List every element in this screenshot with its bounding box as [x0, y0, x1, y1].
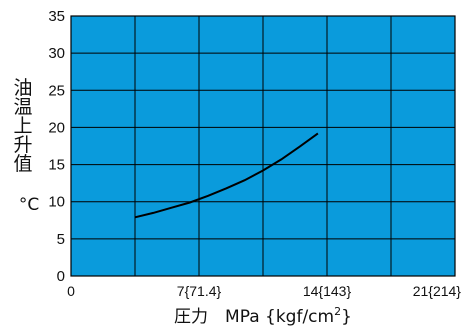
y-axis-label-char: 升 [13, 134, 32, 156]
x-tick-label: 14{143} [303, 283, 352, 299]
y-tick-label: 30 [48, 45, 65, 62]
x-axis-label-main: 圧力 MPa {kgf/cm [174, 307, 334, 327]
x-tick-label: 7{71.4} [177, 283, 222, 299]
y-tick-label: 10 [48, 194, 65, 211]
y-axis-label-char: 上 [13, 115, 32, 137]
y-tick-label: 20 [48, 119, 65, 136]
y-axis-label-char: 温 [13, 96, 32, 118]
y-tick-label: 15 [48, 157, 65, 174]
y-tick-label: 5 [57, 231, 65, 248]
x-tick-label: 21{214} [413, 283, 462, 299]
y-tick-label: 0 [57, 268, 65, 285]
y-axis-label-char: 油 [13, 77, 32, 99]
y-tick-label: 35 [48, 8, 65, 25]
y-axis-unit: °C [19, 195, 39, 215]
x-axis-label-tail: } [341, 307, 352, 327]
x-tick-labels: 0 7{71.4} 14{143} 21{214} [67, 283, 461, 299]
series-line [134, 132, 319, 219]
x-axis-label: 圧力 MPa {kgf/cm2} [174, 305, 352, 327]
y-tick-labels: 0 5 10 15 20 25 30 35 [48, 8, 65, 285]
x-tick-label: 0 [67, 283, 75, 299]
y-axis-label-char: 值 [13, 153, 32, 175]
x-axis-label-sup: 2 [334, 305, 341, 318]
grid-lines [71, 16, 455, 276]
y-tick-label: 25 [48, 82, 65, 99]
